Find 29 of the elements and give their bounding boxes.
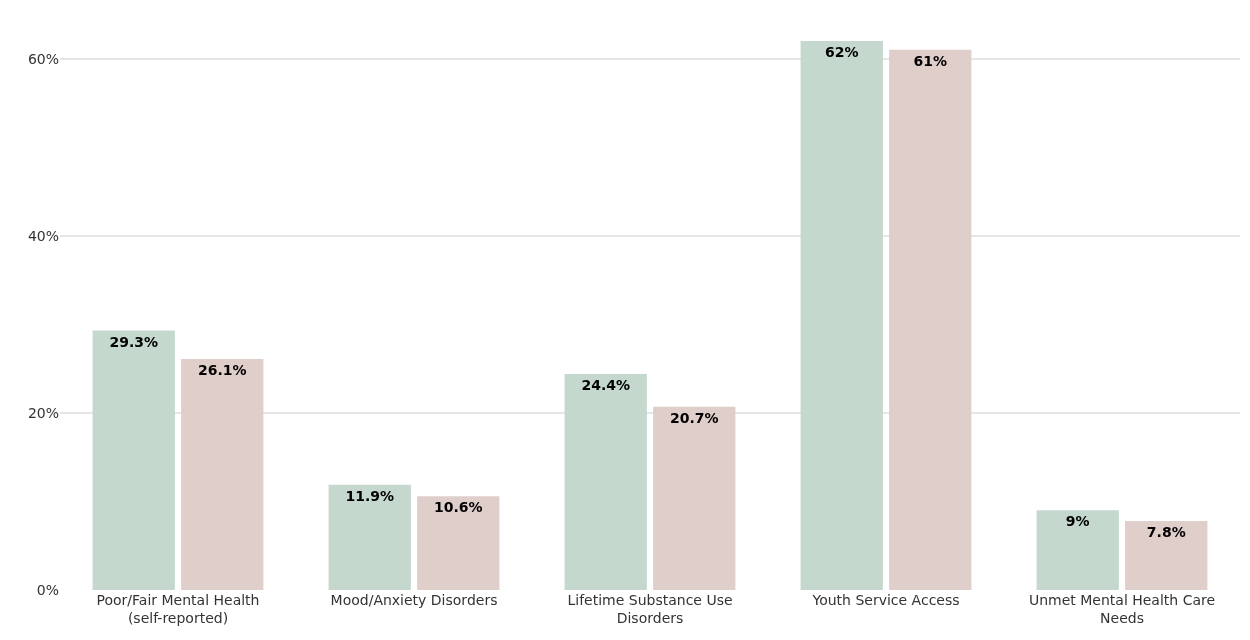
data-label: 29.3% bbox=[109, 333, 159, 350]
x-tick-label: Mood/Anxiety Disorders bbox=[330, 592, 498, 608]
x-tick-label: Lifetime Substance Use Disorders bbox=[567, 592, 733, 627]
data-label: 62% bbox=[824, 44, 859, 60]
y-tick-label: 40% bbox=[27, 227, 59, 244]
bar bbox=[1125, 520, 1208, 590]
y-tick-label: 60% bbox=[27, 50, 59, 67]
x-tick-label: Youth Service Access bbox=[811, 592, 960, 608]
data-label: 20.7% bbox=[669, 409, 719, 426]
bar bbox=[889, 49, 972, 590]
bar bbox=[1036, 510, 1119, 590]
bar bbox=[800, 41, 883, 590]
data-label: 61% bbox=[913, 52, 948, 69]
y-tick-label: 20% bbox=[27, 404, 59, 421]
bar bbox=[564, 373, 647, 590]
data-label: 7.8% bbox=[1146, 523, 1186, 540]
bar bbox=[653, 406, 736, 590]
x-tick-label: Poor/Fair Mental Health (self-reported) bbox=[96, 592, 260, 627]
bar bbox=[181, 358, 264, 590]
bar bbox=[92, 330, 175, 590]
y-tick-label: 0% bbox=[36, 581, 59, 598]
x-tick-label: Unmet Mental Health Care Needs bbox=[1028, 592, 1216, 627]
data-label: 26.1% bbox=[197, 361, 247, 378]
data-label: 9% bbox=[1065, 513, 1090, 530]
bar bbox=[417, 496, 500, 590]
data-label: 24.4% bbox=[581, 376, 631, 393]
data-label: 10.6% bbox=[433, 499, 483, 516]
data-label: 11.9% bbox=[345, 487, 395, 504]
bar bbox=[328, 484, 411, 590]
